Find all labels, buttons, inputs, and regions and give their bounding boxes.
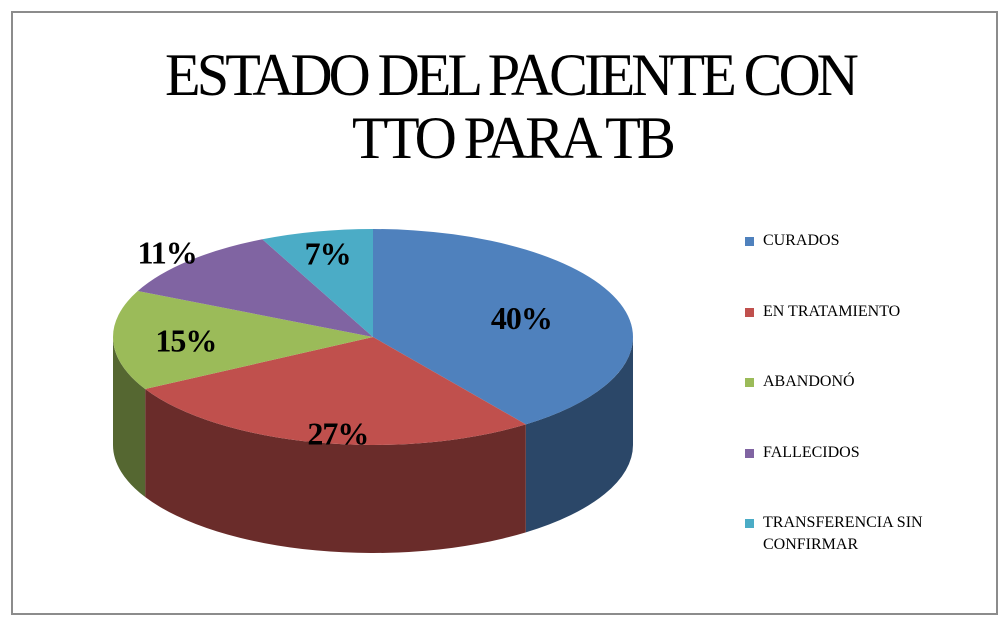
legend-label: TRANSFERENCIA SIN CONFIRMAR — [763, 514, 923, 553]
legend-item: TRANSFERENCIA SIN CONFIRMAR — [745, 512, 990, 556]
legend-swatch — [745, 448, 754, 458]
data-label: 11% — [137, 234, 196, 270]
legend-swatch — [745, 519, 754, 528]
pie-sides — [113, 337, 633, 553]
legend-label: FALLECIDOS — [763, 443, 860, 461]
pie-slice — [373, 229, 633, 425]
pie-slice — [145, 337, 526, 445]
legend-item: ABANDONÓ — [745, 371, 990, 393]
data-label: 27% — [307, 415, 368, 451]
data-label: 40% — [491, 300, 552, 336]
legend-label: EN TRATAMIENTO — [763, 302, 901, 320]
data-label: 7% — [305, 236, 351, 272]
pie-slice — [262, 229, 373, 337]
pie-slice-side — [525, 337, 633, 533]
legend-swatch — [745, 237, 754, 246]
legend-item: EN TRATAMIENTO — [745, 301, 990, 323]
legend-item: CURADOS — [745, 230, 990, 252]
pie-slice — [113, 291, 374, 390]
legend-item: FALLECIDOS — [745, 442, 990, 464]
pie-slice-side — [113, 337, 146, 498]
pie-slice-side — [145, 389, 526, 553]
data-label: 15% — [155, 322, 216, 358]
chart-title: ESTADO DEL PACIENTE CON — [165, 42, 858, 108]
legend-swatch — [745, 378, 754, 387]
pie-tops — [113, 229, 633, 445]
pie-slice — [137, 239, 373, 337]
legend-label: ABANDONÓ — [763, 373, 855, 390]
chart-title: TTO PARA TB — [352, 105, 674, 171]
legend-label: CURADOS — [763, 232, 840, 249]
legend-swatch — [745, 307, 754, 317]
